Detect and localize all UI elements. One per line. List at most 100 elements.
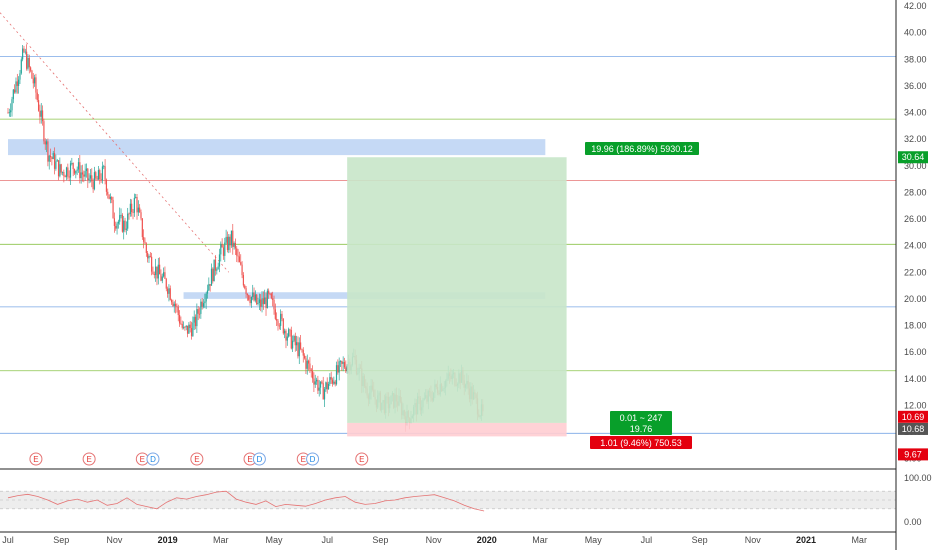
y-tick-label: 34.00 [904,108,927,118]
candle-body [230,230,233,246]
candle-body [205,293,207,302]
candle-body [294,335,296,346]
candle-body [18,79,20,86]
candle-body [277,320,279,326]
candle-body [252,292,254,298]
candle-body [161,276,163,281]
candle-body [144,241,146,244]
candle-body [253,292,255,301]
loss-zone[interactable] [347,422,567,437]
price-label-0 [898,151,928,164]
candle-body [178,315,181,324]
candle-body [238,256,241,263]
candle-body [113,218,115,226]
y-tick-label: 12.00 [904,400,927,410]
candle-body [153,274,155,275]
candle-body [290,330,292,349]
candle-body [170,299,173,303]
candle-body [261,298,263,307]
candle-body [61,171,64,173]
event-marker-8[interactable] [306,452,320,466]
candle-body [197,309,199,314]
candle-body [11,99,13,111]
event-marker-1[interactable] [82,452,96,466]
candle-body [140,212,142,219]
candle-body [168,288,170,294]
candle-body [124,220,126,230]
candle-body [107,191,109,195]
candle-body [254,294,256,301]
stop-label-bg [590,436,692,449]
event-label-9: E [359,455,364,464]
candle-body [125,228,127,230]
candle-body [212,268,214,282]
entry-label-bg [610,411,672,435]
candle-body [323,389,326,400]
candle-body [12,89,14,100]
candle-body [208,284,210,291]
candle-body [63,171,65,177]
candle-body [23,48,25,52]
candle-body [274,309,276,319]
candle-body [128,213,130,215]
y-tick-label: 26.00 [904,214,927,224]
candle-body [232,230,234,247]
y-tick-label: 14.00 [904,374,927,384]
candle-body [343,362,346,368]
x-tick-label: 2020 [477,535,497,545]
event-marker-4[interactable] [190,452,204,466]
candle-body [76,169,78,171]
event-marker-0[interactable] [29,452,43,466]
candle-body [237,255,239,257]
y-tick-label: 20.00 [904,294,927,304]
candle-body [326,382,328,390]
candle-body [262,298,264,305]
candle-body [105,179,108,192]
y-tick-label: 42.00 [904,1,927,11]
candle-body [256,294,258,305]
candle-body [139,207,141,213]
x-tick-label: May [265,535,283,545]
candle-body [209,284,211,286]
event-marker-6[interactable] [252,452,266,466]
stop-label: 1.01 (9.46%) 750.53 [590,436,692,449]
target-label-text-0: 19.96 (186.89%) 5930.12 [591,144,693,154]
candle-body [257,302,259,305]
candle-body [313,378,315,385]
candle-body [198,313,201,315]
candle-body [266,290,268,309]
candle-body [297,342,299,357]
event-marker-9[interactable] [355,452,369,466]
event-label-5: E [247,455,252,464]
candle-body [59,164,61,177]
event-marker-3[interactable] [146,452,160,466]
candle-body [121,214,123,232]
candle-body [302,349,304,356]
candle-body [246,293,248,296]
candle-body [96,178,98,180]
candle-body [155,266,157,275]
profit-zone[interactable] [347,157,567,423]
candle-body [157,264,159,279]
candle-body [83,174,85,177]
candle-body [268,290,270,294]
candle-body [30,67,32,71]
x-tick-label: Nov [426,535,443,545]
candle-body [228,236,230,251]
candle-body [218,254,221,267]
candle-body [250,297,252,304]
event-label-3: D [150,455,156,464]
candle-body [91,175,93,182]
candle-body [55,161,57,169]
candle-body [233,242,235,247]
candle-body [342,362,344,364]
candle-body [265,297,267,309]
candle-body [167,288,169,294]
candle-body [109,197,112,199]
candle-body [8,112,10,114]
candle-body [330,377,332,380]
candle-body [185,325,187,328]
